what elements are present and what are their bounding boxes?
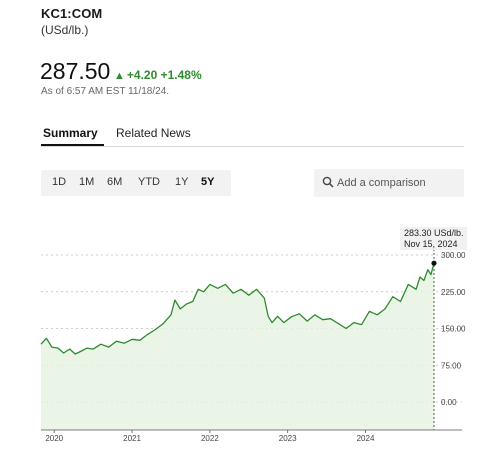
add-comparison-placeholder: Add a comparison bbox=[337, 177, 426, 189]
price-line bbox=[40, 263, 435, 355]
range-1y-button[interactable]: 1Y bbox=[175, 176, 189, 188]
search-icon bbox=[322, 176, 334, 188]
x-axis-labels: 2020 2021 2022 2023 2024 bbox=[45, 430, 375, 443]
price-area-fill bbox=[41, 263, 434, 430]
x-tick-label: 2023 bbox=[279, 434, 297, 443]
range-1d-button[interactable]: 1D bbox=[52, 176, 67, 188]
x-tick-label: 2024 bbox=[357, 434, 375, 443]
y-axis-labels: 300.00 225.00 150.00 75.00 0.00 bbox=[441, 251, 466, 407]
price-change-value: +4.20 +1.48% bbox=[126, 68, 202, 82]
ticker-symbol: KC1:COM bbox=[41, 6, 103, 21]
x-tick-label: 2022 bbox=[201, 434, 219, 443]
y-tick-label: 300.00 bbox=[441, 251, 466, 260]
price-change: ▲ +4.20 +1.48% bbox=[114, 68, 202, 82]
as-of-timestamp: As of 6:57 AM EST 11/18/24. bbox=[41, 86, 170, 97]
y-tick-label: 225.00 bbox=[441, 288, 466, 297]
y-tick-label: 150.00 bbox=[441, 325, 466, 334]
hover-point bbox=[431, 260, 437, 266]
range-ytd-button[interactable]: YTD bbox=[138, 176, 160, 188]
up-arrow-icon: ▲ bbox=[114, 70, 125, 82]
range-5y-button[interactable]: 5Y bbox=[201, 176, 215, 188]
range-6m-button[interactable]: 6M bbox=[107, 176, 123, 188]
tooltip-value: 283.30 USd/lb. bbox=[404, 228, 464, 238]
time-range-selector: 1D 1M 6M YTD 1Y 5Y bbox=[41, 170, 231, 196]
tooltip-date: Nov 15, 2024 bbox=[404, 239, 458, 249]
y-tick-label: 75.00 bbox=[441, 361, 462, 370]
add-comparison-input[interactable]: Add a comparison bbox=[314, 169, 464, 197]
tab-summary[interactable]: Summary bbox=[43, 126, 98, 140]
current-price: 287.50 bbox=[40, 58, 111, 84]
active-tab-indicator bbox=[41, 144, 104, 146]
price-tooltip: 283.30 USd/lb. Nov 15, 2024 bbox=[400, 227, 467, 250]
price-chart[interactable]: 300.00 225.00 150.00 75.00 0.00 2020 2021 2022… bbox=[0, 225, 492, 447]
x-tick-label: 2020 bbox=[45, 434, 63, 443]
x-tick-label: 2021 bbox=[123, 434, 141, 443]
price-unit: (USd/lb.) bbox=[41, 23, 89, 37]
tab-bar: Summary Related News bbox=[41, 120, 464, 147]
tab-related-news[interactable]: Related News bbox=[116, 126, 191, 140]
y-tick-label: 0.00 bbox=[441, 398, 457, 407]
range-1m-button[interactable]: 1M bbox=[79, 176, 95, 188]
